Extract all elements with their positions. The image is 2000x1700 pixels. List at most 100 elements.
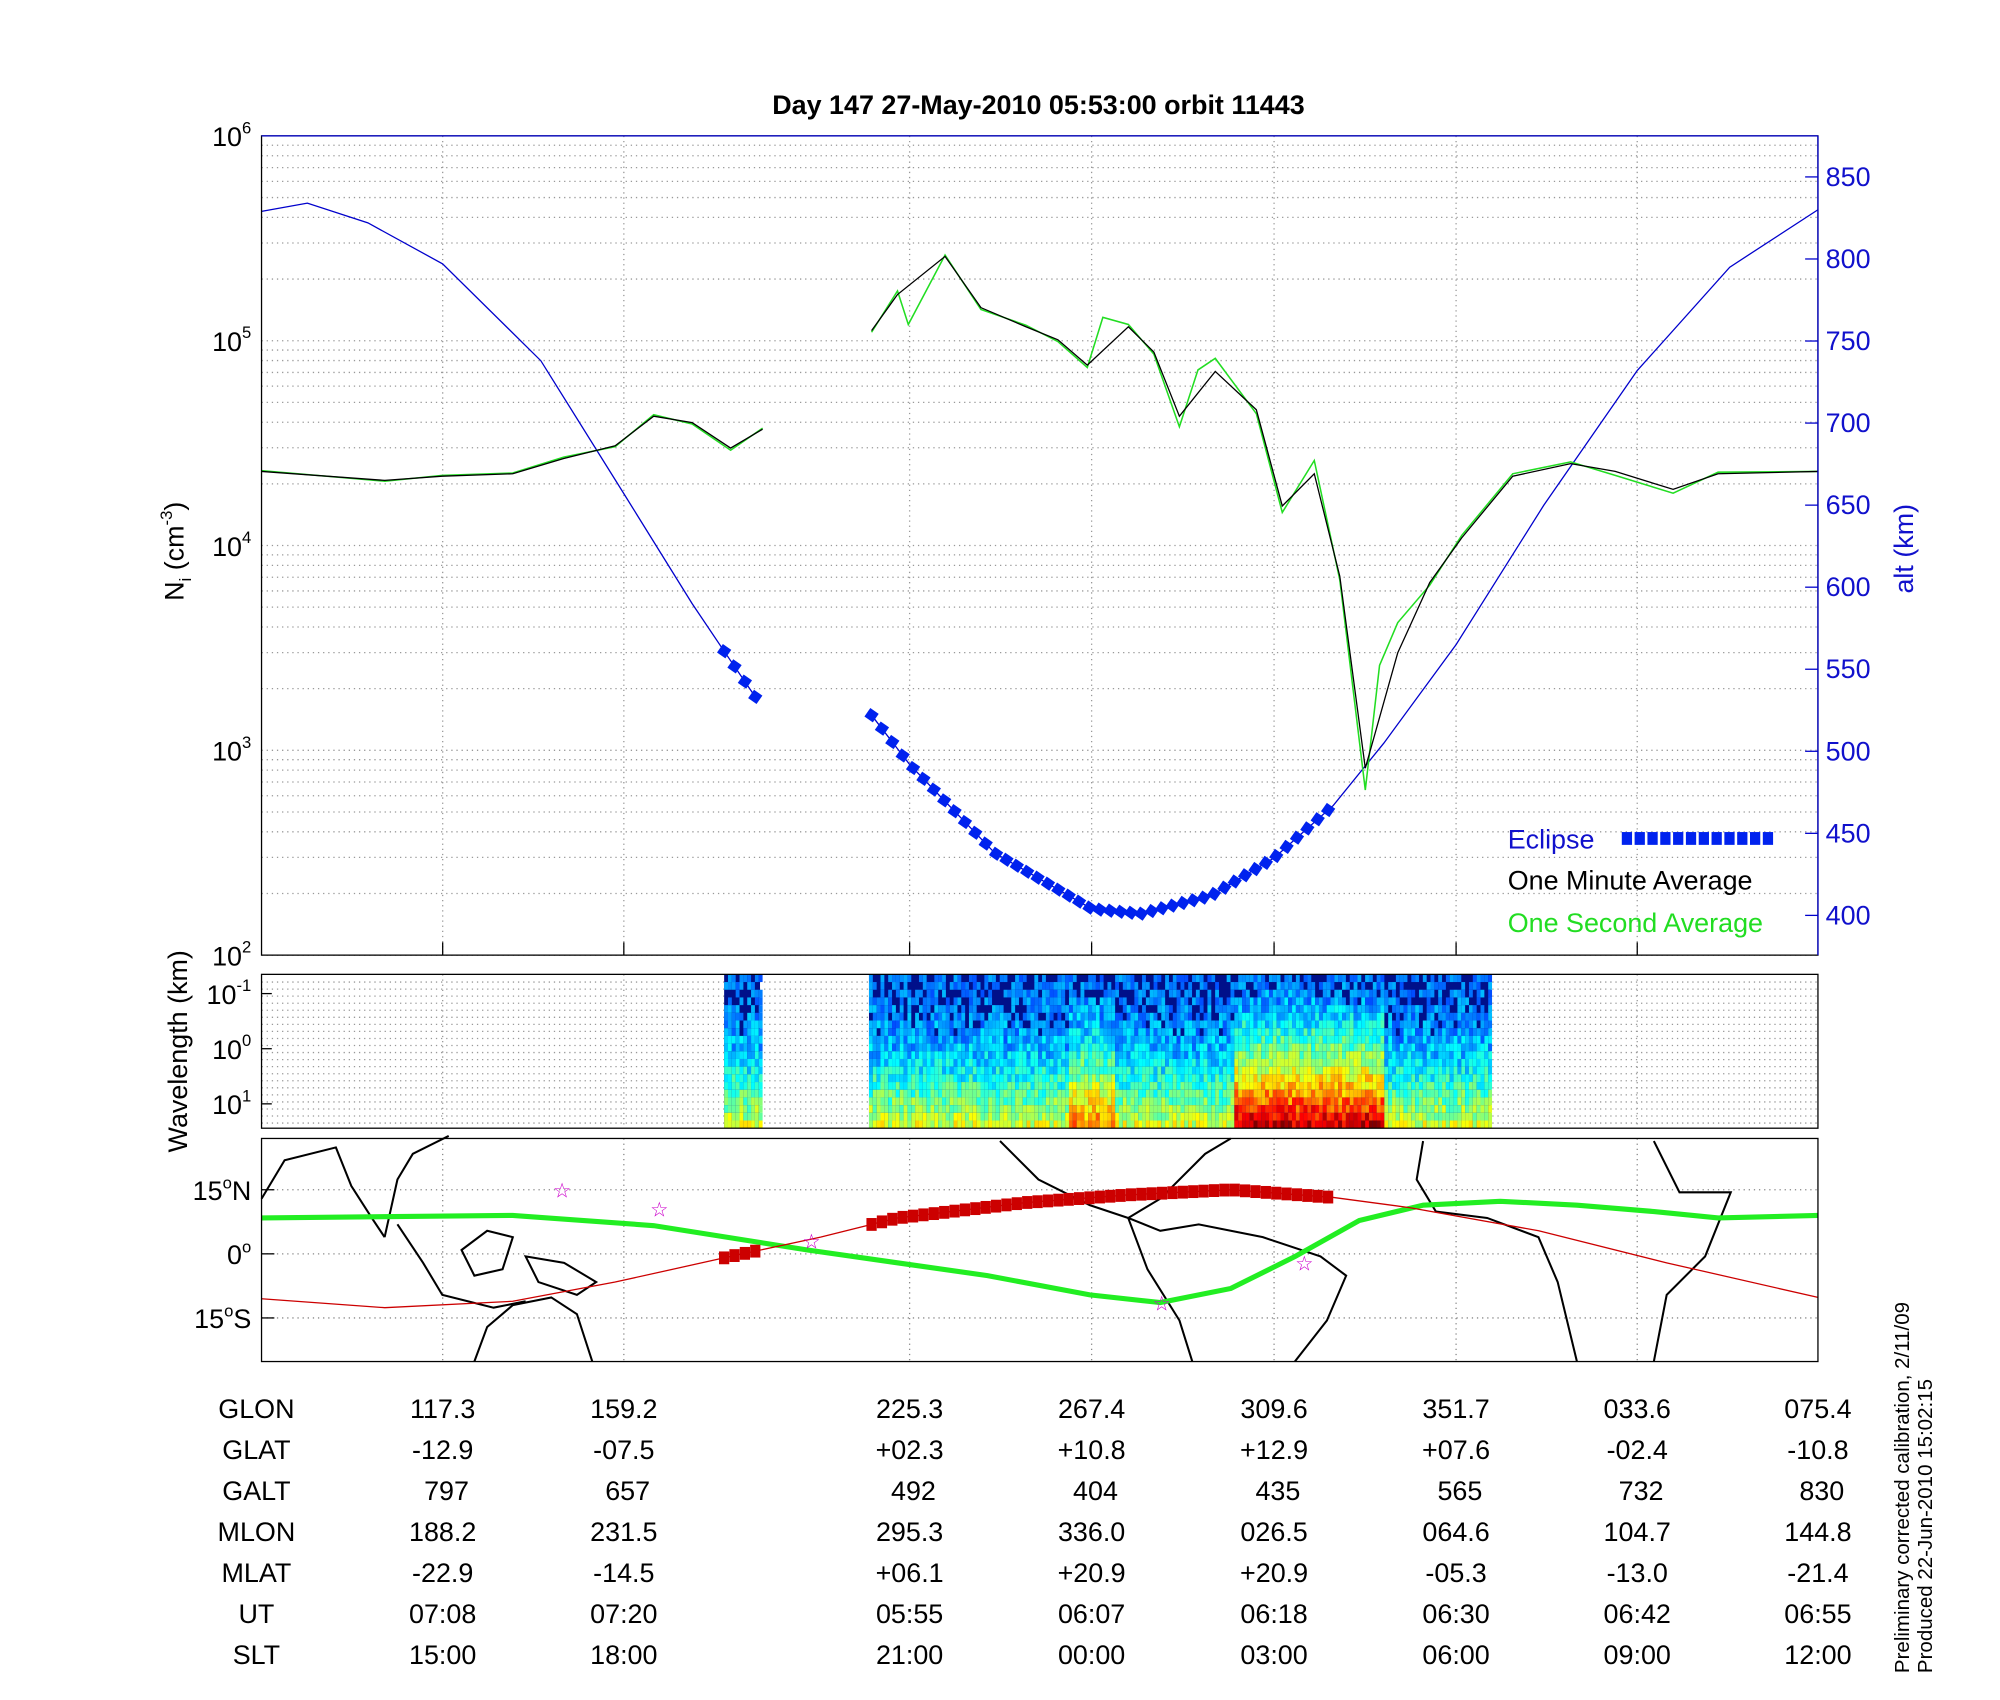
spectrogram-cell [1334, 1112, 1339, 1121]
alt-tick-label: 450 [1826, 818, 1871, 848]
spectrogram-cell [1111, 1035, 1116, 1044]
spectrogram-cell [1253, 1005, 1258, 1013]
table-cell: -10.8 [1787, 1435, 1848, 1465]
spectrogram-cell [945, 1112, 950, 1121]
spectrogram-cell [980, 1089, 985, 1098]
spectrogram-cell [1334, 1005, 1339, 1013]
spectrogram-cell [1176, 989, 1181, 998]
spectrogram-cell [895, 1028, 900, 1036]
spectrogram-cell [1122, 982, 1127, 990]
spectrogram-cell [934, 1105, 939, 1113]
spectrogram-cell [1318, 997, 1323, 1006]
spectrogram-cell [1249, 1043, 1254, 1052]
spectrogram-cell [758, 1120, 763, 1129]
spectrogram-cell [1165, 974, 1169, 983]
spectrogram-cell [1230, 1082, 1235, 1090]
spectrogram-cell [1288, 974, 1293, 983]
spectrogram-cell [1345, 1082, 1350, 1090]
spectrogram-cell [1034, 1028, 1039, 1036]
spectrogram-cell [731, 1012, 736, 1021]
spectrogram-cell [1065, 1074, 1069, 1083]
spectrogram-cell [751, 1028, 755, 1036]
spectrogram-cell [1380, 1028, 1385, 1036]
spectrogram-cell [926, 1089, 931, 1098]
spectrogram-cell [1157, 1020, 1162, 1029]
spectrogram-cell [1092, 1028, 1096, 1036]
spectrogram-cell [1122, 1020, 1127, 1029]
spectrogram-cell [1299, 1028, 1304, 1036]
spectrogram-cell [1195, 1074, 1200, 1083]
spectrogram-cell [1272, 1035, 1277, 1044]
spectrogram-cell [739, 1097, 744, 1106]
spectrogram-cell [968, 1066, 973, 1075]
spectrogram-cell [1353, 989, 1358, 998]
spectrogram-cell [1111, 1020, 1116, 1029]
density-y-tick-label: 106 [212, 118, 251, 152]
spectrogram-cell [1342, 1043, 1346, 1052]
spectrogram-cell [1103, 1082, 1108, 1090]
spectrogram-cell [1176, 1066, 1181, 1075]
spectrogram-cell [1376, 1028, 1381, 1036]
spectrogram-cell [899, 997, 904, 1006]
spectrogram-cell [1061, 1082, 1066, 1090]
density-y-tick-label: 102 [212, 938, 251, 972]
spectrogram-cell [1092, 1097, 1096, 1106]
spectrogram-cell [1003, 1051, 1008, 1059]
spectrogram-cell [1345, 1035, 1350, 1044]
spectrogram-cell [930, 1020, 935, 1029]
spectrogram-cell [1407, 1043, 1412, 1052]
spectrogram-cell [1342, 1082, 1346, 1090]
spectrogram-cell [1368, 1074, 1373, 1083]
spectrogram-cell [984, 1074, 989, 1083]
spectrogram-cell [934, 1089, 939, 1098]
legend-eclipse-square [1634, 832, 1645, 845]
spectrogram-cell [1411, 1112, 1416, 1121]
spectrogram-cell [1299, 997, 1304, 1006]
spectrogram-cell [1215, 1074, 1219, 1083]
spectrogram-cell [1053, 1058, 1058, 1067]
spectrogram-cell [1272, 1005, 1277, 1013]
spectrogram-cell [1072, 1074, 1077, 1083]
eclipse-track-marker [970, 1202, 981, 1216]
spectrogram-cell [1084, 1120, 1089, 1129]
spectrogram-cell [1318, 1120, 1323, 1129]
spectrogram-cell [888, 1089, 893, 1098]
spectrogram-cell [1245, 1035, 1250, 1044]
eclipse-track-marker [739, 1246, 751, 1260]
spectrogram-cell [1476, 1028, 1481, 1036]
spectrogram-cell [1161, 1112, 1166, 1121]
spectrogram-cell [1368, 1035, 1373, 1044]
spectrogram-cell [1180, 974, 1185, 983]
spectrogram-cell [980, 1112, 985, 1121]
eclipse-track-marker [939, 1205, 950, 1219]
spectrogram-cell [1388, 1097, 1393, 1106]
spectrogram-cell [1038, 997, 1043, 1006]
spectrogram-cell [1138, 1058, 1143, 1067]
spectrogram-cell [949, 1051, 954, 1059]
spectrogram-cell [1326, 1043, 1331, 1052]
spectrogram-cell [747, 1028, 752, 1036]
eclipse-track-marker [866, 1218, 877, 1231]
spectrogram-cell [754, 974, 759, 983]
spectrogram-cell [984, 1020, 989, 1029]
spectrogram-cell [1172, 982, 1177, 990]
spectrogram-cell [1172, 1043, 1177, 1052]
spectrogram-cell [1318, 1105, 1323, 1113]
spectrogram-cell [949, 1028, 954, 1036]
spectrogram-cell [1199, 974, 1204, 983]
spectrogram-cell [1392, 1035, 1396, 1044]
spectrogram-cell [980, 1082, 985, 1090]
spectrogram-cell [1311, 997, 1316, 1006]
spectrogram-cell [731, 1020, 736, 1029]
spectrogram-cell [1384, 1089, 1389, 1098]
spectrogram-cell [915, 1112, 919, 1121]
spectrogram-cell [934, 1112, 939, 1121]
spectrogram-cell [1392, 1105, 1396, 1113]
spectrogram-cell [1107, 982, 1112, 990]
spectrogram-cell [1303, 1058, 1308, 1067]
spectrogram-cell [895, 1035, 900, 1044]
spectrogram-cell [1249, 1051, 1254, 1059]
spectrogram-cell [1430, 1066, 1435, 1075]
legend-eclipse-square [1660, 832, 1671, 845]
spectrogram-cell [1288, 1020, 1293, 1029]
